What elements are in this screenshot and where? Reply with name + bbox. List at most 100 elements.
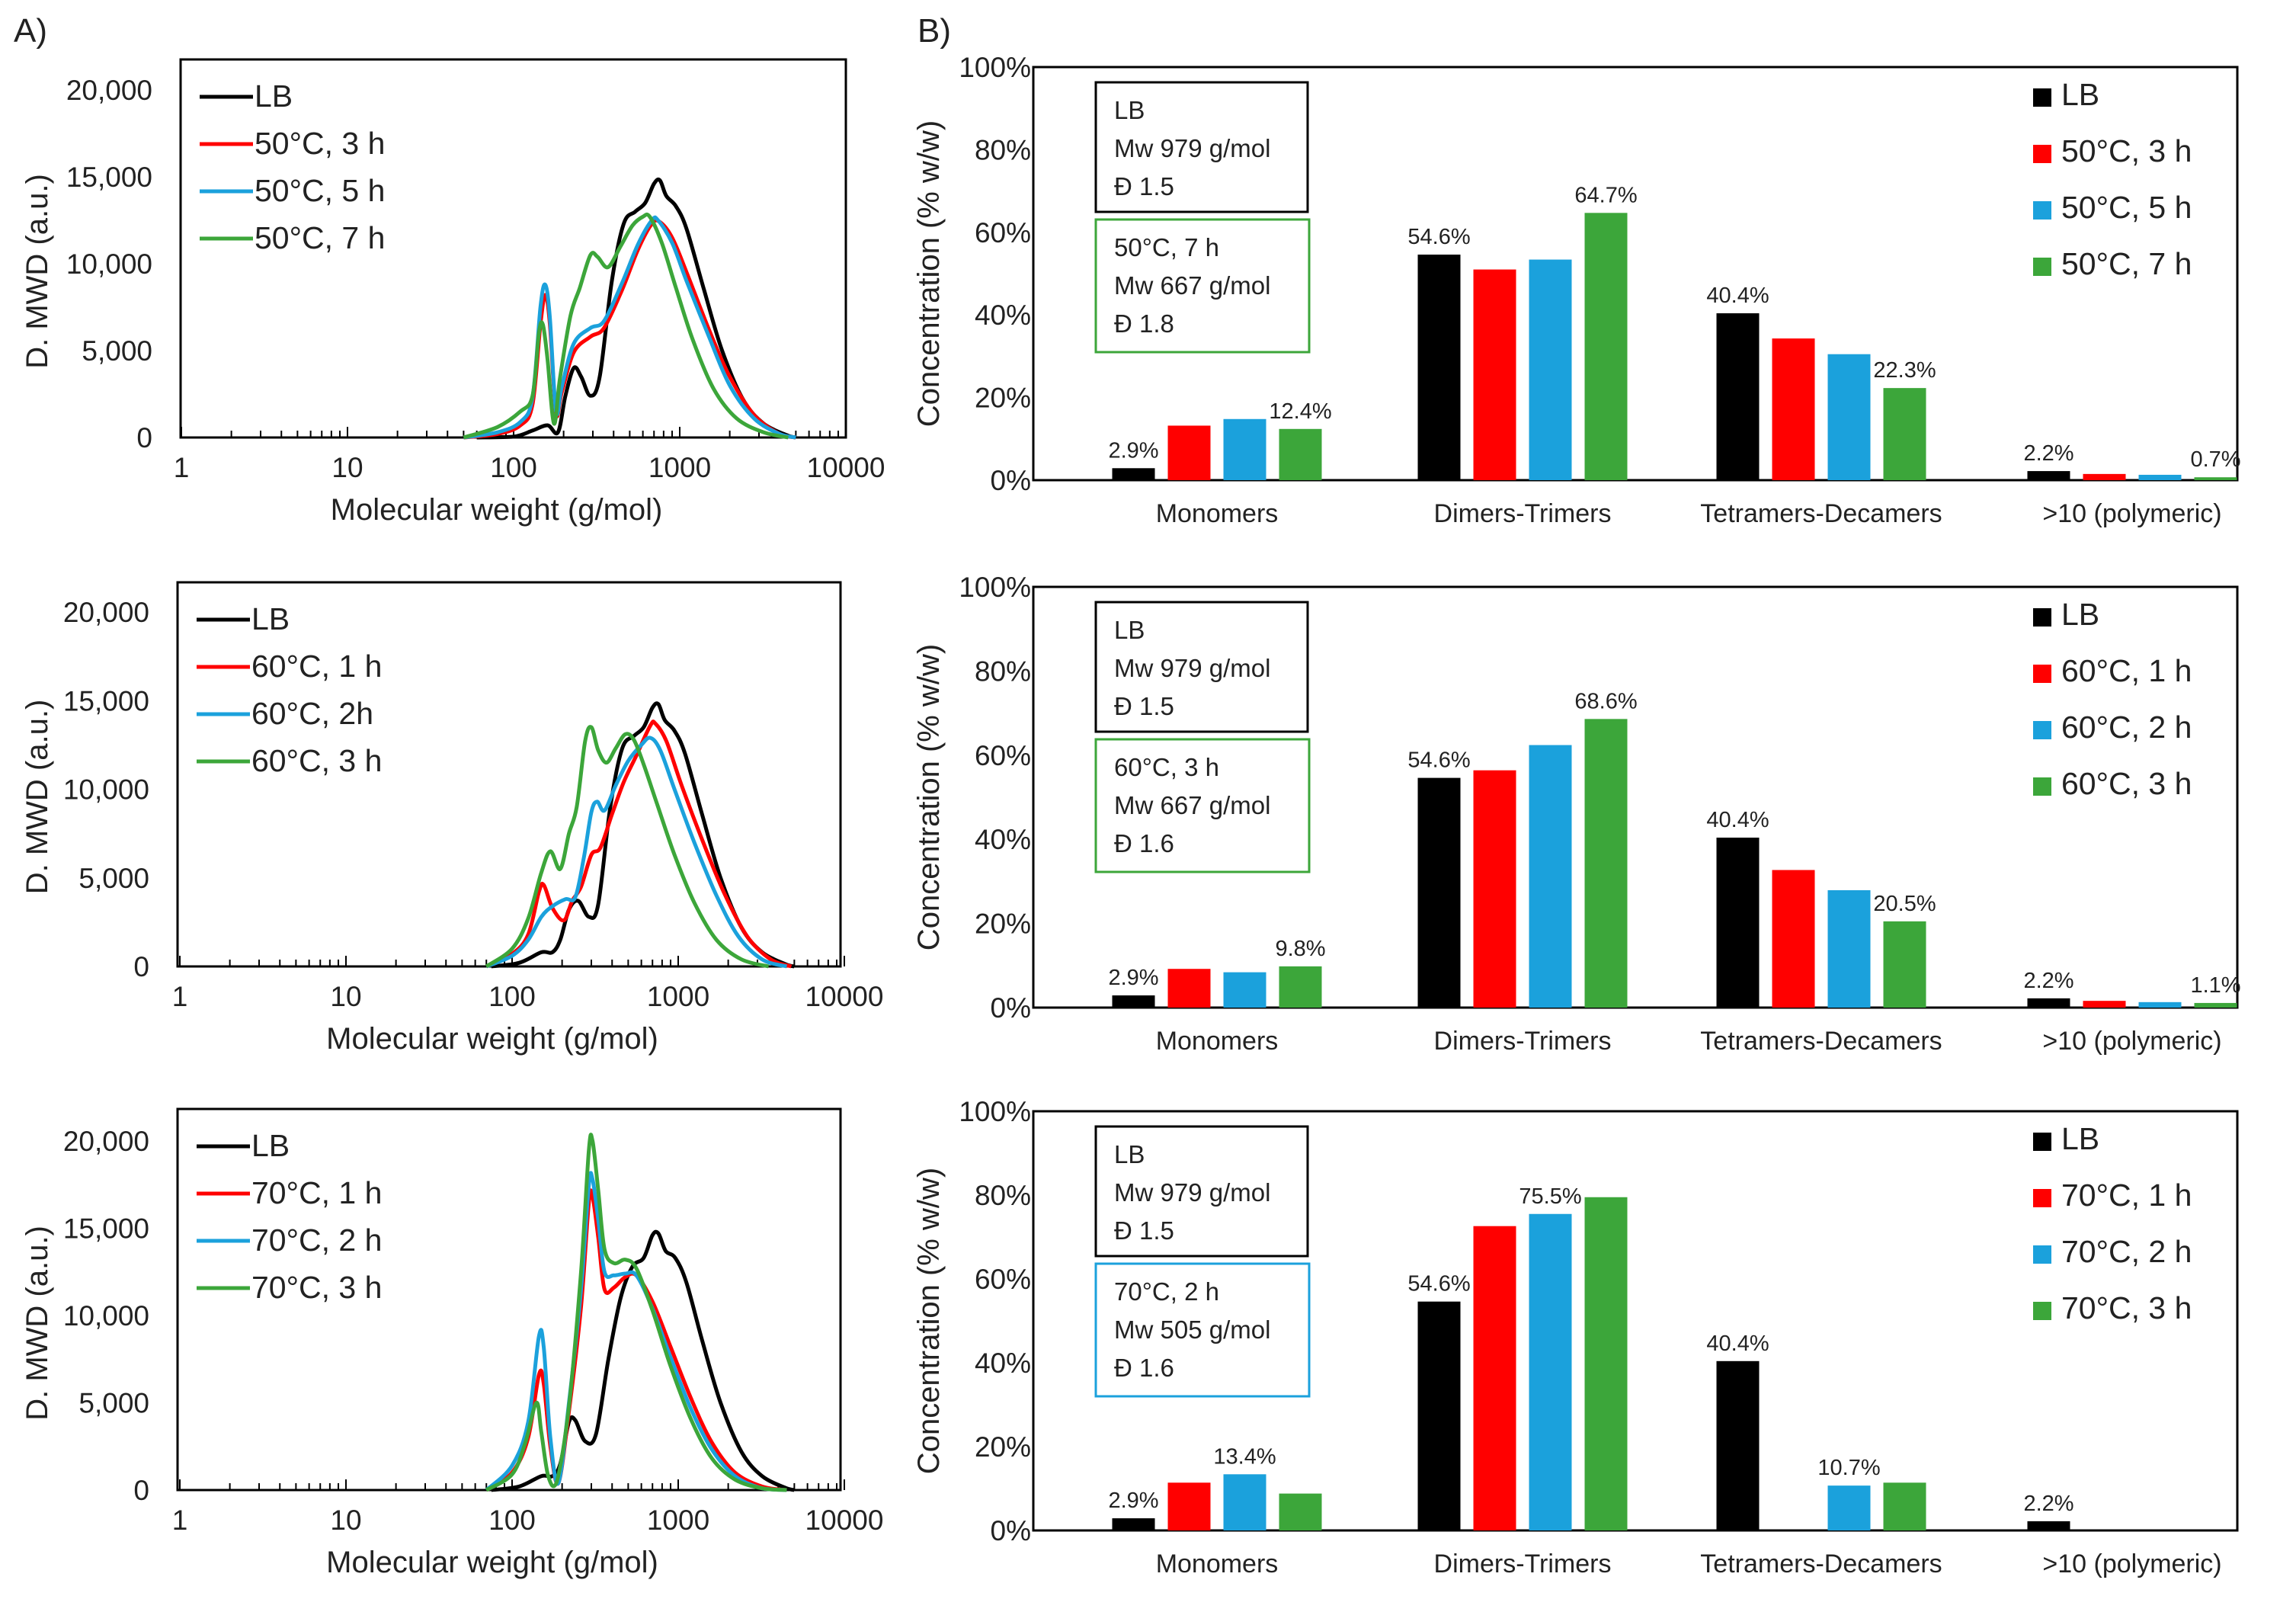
y-axis-title: Concentration (% w/w)	[912, 1168, 946, 1474]
legend-swatch	[2033, 1245, 2051, 1264]
legend-swatch	[2033, 777, 2051, 796]
series-line-4	[485, 725, 770, 969]
y-axis-title: D. MWD (a.u.)	[21, 1226, 54, 1421]
info-box-line: LB	[1114, 616, 1145, 644]
bar-2	[1772, 338, 1815, 480]
legend-label: 70°C, 1 h	[251, 1175, 382, 1210]
series-line-1	[476, 177, 796, 440]
y-tick-label: 10,000	[63, 774, 149, 806]
x-tick-label: 1	[172, 1505, 188, 1536]
x-tick-label: 10	[330, 981, 361, 1012]
x-tick-label: 1000	[647, 981, 709, 1012]
y-tick-label: 15,000	[63, 1213, 149, 1245]
legend-label: LB	[255, 79, 293, 114]
bar-2	[2083, 1001, 2126, 1008]
y-tick-label: 0%	[991, 1515, 1031, 1546]
y-tick-label: 10,000	[63, 1300, 149, 1332]
category-label: Monomers	[1156, 499, 1279, 528]
bar-1	[1716, 1360, 1760, 1530]
category-label: Tetramers-Decamers	[1700, 499, 1942, 528]
data-label: 1.1%	[2190, 973, 2240, 998]
data-label: 2.2%	[2023, 441, 2073, 466]
y-tick-label: 20%	[975, 1431, 1031, 1463]
series-line-2	[485, 1188, 787, 1492]
legend-label: 70°C, 1 h	[2061, 1178, 2192, 1213]
x-tick-label: 100	[488, 981, 536, 1012]
bar-3	[2138, 474, 2182, 480]
bar-2	[1473, 269, 1516, 480]
info-box-line: Đ 1.6	[1114, 829, 1174, 857]
legend-label: 70°C, 2 h	[251, 1223, 382, 1258]
data-label: 64.7%	[1574, 183, 1637, 207]
bar-3	[1529, 745, 1572, 1008]
x-tick-label: 10	[330, 1505, 361, 1536]
data-label: 68.6%	[1574, 689, 1637, 713]
y-tick-label: 0%	[991, 992, 1031, 1024]
data-label: 54.6%	[1407, 225, 1470, 249]
bar-4	[2194, 477, 2237, 480]
bar-4	[1584, 213, 1628, 480]
info-box-line: Đ 1.5	[1114, 1216, 1174, 1245]
legend-label: 50°C, 3 h	[2061, 133, 2192, 168]
y-tick-label: 40%	[975, 824, 1031, 855]
bar-2	[1473, 770, 1516, 1008]
x-tick-label: 10000	[805, 981, 884, 1012]
bar-2	[1772, 870, 1815, 1008]
legend-swatch	[2033, 608, 2051, 627]
y-tick-label: 20,000	[63, 597, 149, 628]
legend-label: 50°C, 7 h	[2061, 246, 2192, 281]
y-axis-title: Concentration (% w/w)	[912, 120, 946, 427]
series-line-1	[491, 701, 795, 969]
category-label: Dimers-Trimers	[1434, 1550, 1612, 1578]
legend-swatch	[2033, 1302, 2051, 1320]
bar-3	[1223, 972, 1266, 1008]
legend-label: 50°C, 3 h	[255, 126, 385, 161]
x-axis-title: Molecular weight (g/mol)	[331, 493, 663, 527]
bar-3	[1529, 259, 1572, 480]
y-tick-label: 80%	[975, 1180, 1031, 1211]
data-label: 10.7%	[1817, 1456, 1880, 1480]
data-label: 2.9%	[1108, 1489, 1158, 1513]
bar-4	[1584, 719, 1628, 1008]
data-label: 13.4%	[1213, 1444, 1276, 1469]
info-box	[1094, 1262, 1311, 1398]
legend-label: 70°C, 2 h	[2061, 1234, 2192, 1269]
y-tick-label: 80%	[975, 655, 1031, 687]
data-label: 22.3%	[1873, 358, 1936, 383]
category-label: >10 (polymeric)	[2042, 499, 2221, 528]
legend-label: 60°C, 2 h	[2061, 710, 2192, 745]
bar-1	[1417, 777, 1461, 1008]
bar-2	[1167, 1482, 1211, 1530]
x-axis-title: Molecular weight (g/mol)	[326, 1546, 658, 1579]
x-tick-label: 100	[488, 1505, 536, 1536]
legend-swatch	[2033, 665, 2051, 683]
data-label: 20.5%	[1873, 892, 1936, 916]
bar-2	[2083, 473, 2126, 480]
bar-3	[1223, 418, 1266, 480]
bar-4	[1279, 1493, 1322, 1530]
legend-swatch	[2033, 145, 2051, 163]
legend-swatch	[2033, 88, 2051, 107]
bar-1	[1716, 837, 1760, 1008]
x-tick-label: 1	[174, 452, 190, 483]
mwd-chart-1: 1 10 100 1000 10000 0 5,000 10,000 15,000 20,000 M…	[21, 58, 885, 527]
series-line-4	[485, 1133, 787, 1492]
y-tick-label: 0%	[991, 465, 1031, 496]
category-label: Monomers	[1156, 1550, 1279, 1578]
bar-1	[1112, 1518, 1155, 1530]
bar-2	[1167, 425, 1211, 480]
bar-chart-2: 0% 20% 40% 60% 80% 100% Concentration (% w/w) M…	[912, 572, 2241, 1056]
series-line-3	[485, 1171, 787, 1492]
y-tick-label: 60%	[975, 740, 1031, 771]
x-tick-label: 1	[172, 981, 188, 1012]
category-label: >10 (polymeric)	[2042, 1027, 2221, 1056]
bar-3	[2138, 1001, 2182, 1008]
info-box	[1094, 1125, 1309, 1258]
bar-4	[2194, 1002, 2237, 1008]
bar-1	[1417, 1301, 1461, 1530]
legend-label: 70°C, 3 h	[2061, 1290, 2192, 1325]
legend-label: 60°C, 1 h	[2061, 653, 2192, 688]
bar-2	[1473, 1226, 1516, 1530]
data-label: 2.9%	[1108, 966, 1158, 990]
